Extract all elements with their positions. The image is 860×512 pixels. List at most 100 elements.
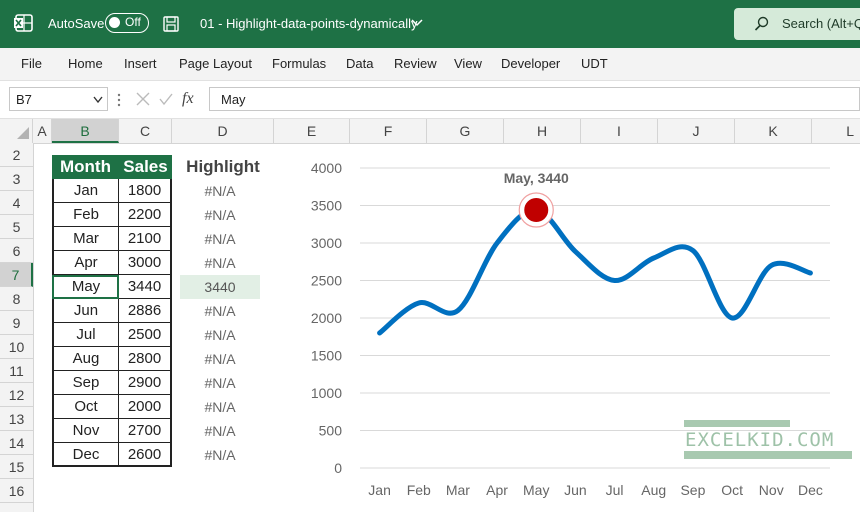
column-header-b[interactable]: B xyxy=(52,119,119,143)
sales-cell[interactable]: 2200 xyxy=(119,203,172,227)
highlight-cell[interactable]: #N/A xyxy=(204,399,236,415)
row-header[interactable]: 9 xyxy=(0,311,33,335)
month-cell[interactable]: Nov xyxy=(52,419,119,443)
row-header[interactable]: 2 xyxy=(0,143,33,167)
more-options-icon[interactable] xyxy=(116,93,122,107)
highlight-cell[interactable]: #N/A xyxy=(204,447,236,463)
line-chart[interactable]: 0 500 1000 1500 2000 2500 3000 3500 4000 Jan Feb Ma… xyxy=(300,143,860,512)
enter-icon[interactable] xyxy=(158,91,174,107)
highlight-cell[interactable]: #N/A xyxy=(204,423,236,439)
sales-cell[interactable]: 2800 xyxy=(119,347,172,371)
highlight-cell[interactable]: #N/A xyxy=(204,327,236,343)
name-box[interactable]: B7 xyxy=(9,87,108,111)
menu-file[interactable]: File xyxy=(21,56,42,71)
menu-udt[interactable]: UDT xyxy=(581,56,608,71)
highlight-cell[interactable]: #N/A xyxy=(204,255,236,271)
month-cell[interactable]: Feb xyxy=(52,203,119,227)
header-highlight[interactable]: Highlight xyxy=(186,157,260,176)
header-sales[interactable]: Sales xyxy=(119,155,172,179)
month-cell[interactable]: Sep xyxy=(52,371,119,395)
month-cell[interactable]: Jun xyxy=(52,299,119,323)
column-header-a[interactable]: A xyxy=(33,119,52,143)
sales-cell[interactable]: 2100 xyxy=(119,227,172,251)
menu-home[interactable]: Home xyxy=(68,56,103,71)
row-header[interactable]: 12 xyxy=(0,383,33,407)
highlight-cell[interactable]: #N/A xyxy=(204,231,236,247)
menu-insert[interactable]: Insert xyxy=(124,56,157,71)
y-tick-label: 3000 xyxy=(311,235,342,251)
row-header[interactable]: 13 xyxy=(0,407,33,431)
sales-cell[interactable]: 2600 xyxy=(119,443,172,467)
formula-input[interactable]: May xyxy=(209,87,860,111)
column-header-l[interactable]: L xyxy=(846,123,854,139)
search-box[interactable]: Search (Alt+Q) xyxy=(734,8,860,40)
autosave-toggle[interactable]: Off xyxy=(105,13,149,33)
row-header[interactable]: 6 xyxy=(0,239,33,263)
x-tick-label: Mar xyxy=(446,482,470,498)
row-header[interactable]: 8 xyxy=(0,287,33,311)
month-cell[interactable]: Dec xyxy=(52,443,119,467)
row-header[interactable]: 4 xyxy=(0,191,33,215)
highlight-cell[interactable]: #N/A xyxy=(204,303,236,319)
insert-function-icon[interactable]: fx xyxy=(182,90,194,107)
month-cell[interactable]: Jul xyxy=(52,323,119,347)
x-tick-label: Oct xyxy=(721,482,743,498)
highlight-cell[interactable]: #N/A xyxy=(204,351,236,367)
highlight-cell[interactable]: #N/A xyxy=(204,375,236,391)
chevron-down-icon[interactable] xyxy=(411,18,423,28)
month-cell[interactable]: May xyxy=(52,275,119,299)
sales-cell[interactable]: 2500 xyxy=(119,323,172,347)
chevron-down-icon[interactable] xyxy=(93,96,103,104)
column-header-e[interactable]: E xyxy=(274,119,350,143)
y-tick-label: 500 xyxy=(319,423,343,439)
y-tick-label: 2000 xyxy=(311,310,342,326)
excel-logo-icon xyxy=(14,14,33,32)
row-header[interactable]: 16 xyxy=(0,479,33,503)
column-header-j[interactable]: J xyxy=(658,119,735,143)
row-header[interactable]: 3 xyxy=(0,167,33,191)
menu-view[interactable]: View xyxy=(454,56,482,71)
row-header[interactable]: 5 xyxy=(0,215,33,239)
highlight-cell[interactable]: #N/A xyxy=(204,207,236,223)
month-cell[interactable]: Oct xyxy=(52,395,119,419)
title-bar: AutoSave Off 01 - Highlight-data-points-… xyxy=(0,0,860,48)
month-cell[interactable]: Apr xyxy=(52,251,119,275)
menu-developer[interactable]: Developer xyxy=(501,56,561,71)
column-header-f[interactable]: F xyxy=(350,119,427,143)
sales-cell[interactable]: 3000 xyxy=(119,251,172,275)
month-cell[interactable]: Jan xyxy=(52,179,119,203)
month-cell[interactable]: Aug xyxy=(52,347,119,371)
save-icon[interactable] xyxy=(162,15,180,33)
row-header[interactable]: 11 xyxy=(0,359,33,383)
column-header-i[interactable]: I xyxy=(581,119,658,143)
menu-page-layout[interactable]: Page Layout xyxy=(179,56,253,71)
menu-review[interactable]: Review xyxy=(394,56,437,71)
month-cell[interactable]: Mar xyxy=(52,227,119,251)
sales-cell[interactable]: 1800 xyxy=(119,179,172,203)
sales-cell[interactable]: 3440 xyxy=(119,275,172,299)
column-header-c[interactable]: C xyxy=(119,119,172,143)
file-name[interactable]: 01 - Highlight-data-points-dynamically xyxy=(200,16,418,31)
x-tick-label: Sep xyxy=(680,482,705,498)
column-header-h[interactable]: H xyxy=(504,119,581,143)
sales-cell[interactable]: 2700 xyxy=(119,419,172,443)
row-header[interactable]: 14 xyxy=(0,431,33,455)
menu-data[interactable]: Data xyxy=(346,56,374,71)
column-header-d[interactable]: D xyxy=(172,119,274,143)
sales-cell[interactable]: 2900 xyxy=(119,371,172,395)
column-header-g[interactable]: G xyxy=(427,119,504,143)
column-header-k[interactable]: K xyxy=(735,119,812,143)
row-header[interactable]: 10 xyxy=(0,335,33,359)
header-month[interactable]: Month xyxy=(52,155,119,179)
select-all-corner[interactable] xyxy=(0,119,33,143)
sales-cell[interactable]: 2000 xyxy=(119,395,172,419)
menu-formulas[interactable]: Formulas xyxy=(272,56,327,71)
highlight-cell[interactable]: 3440 xyxy=(180,275,260,299)
highlight-cell[interactable]: #N/A xyxy=(204,183,236,199)
row-header-selected[interactable]: 7 xyxy=(0,263,33,287)
row-header[interactable]: 15 xyxy=(0,455,33,479)
search-icon xyxy=(754,16,769,31)
cancel-icon[interactable] xyxy=(135,91,151,107)
sales-cell[interactable]: 2886 xyxy=(119,299,172,323)
y-tick-label: 2500 xyxy=(311,273,342,289)
